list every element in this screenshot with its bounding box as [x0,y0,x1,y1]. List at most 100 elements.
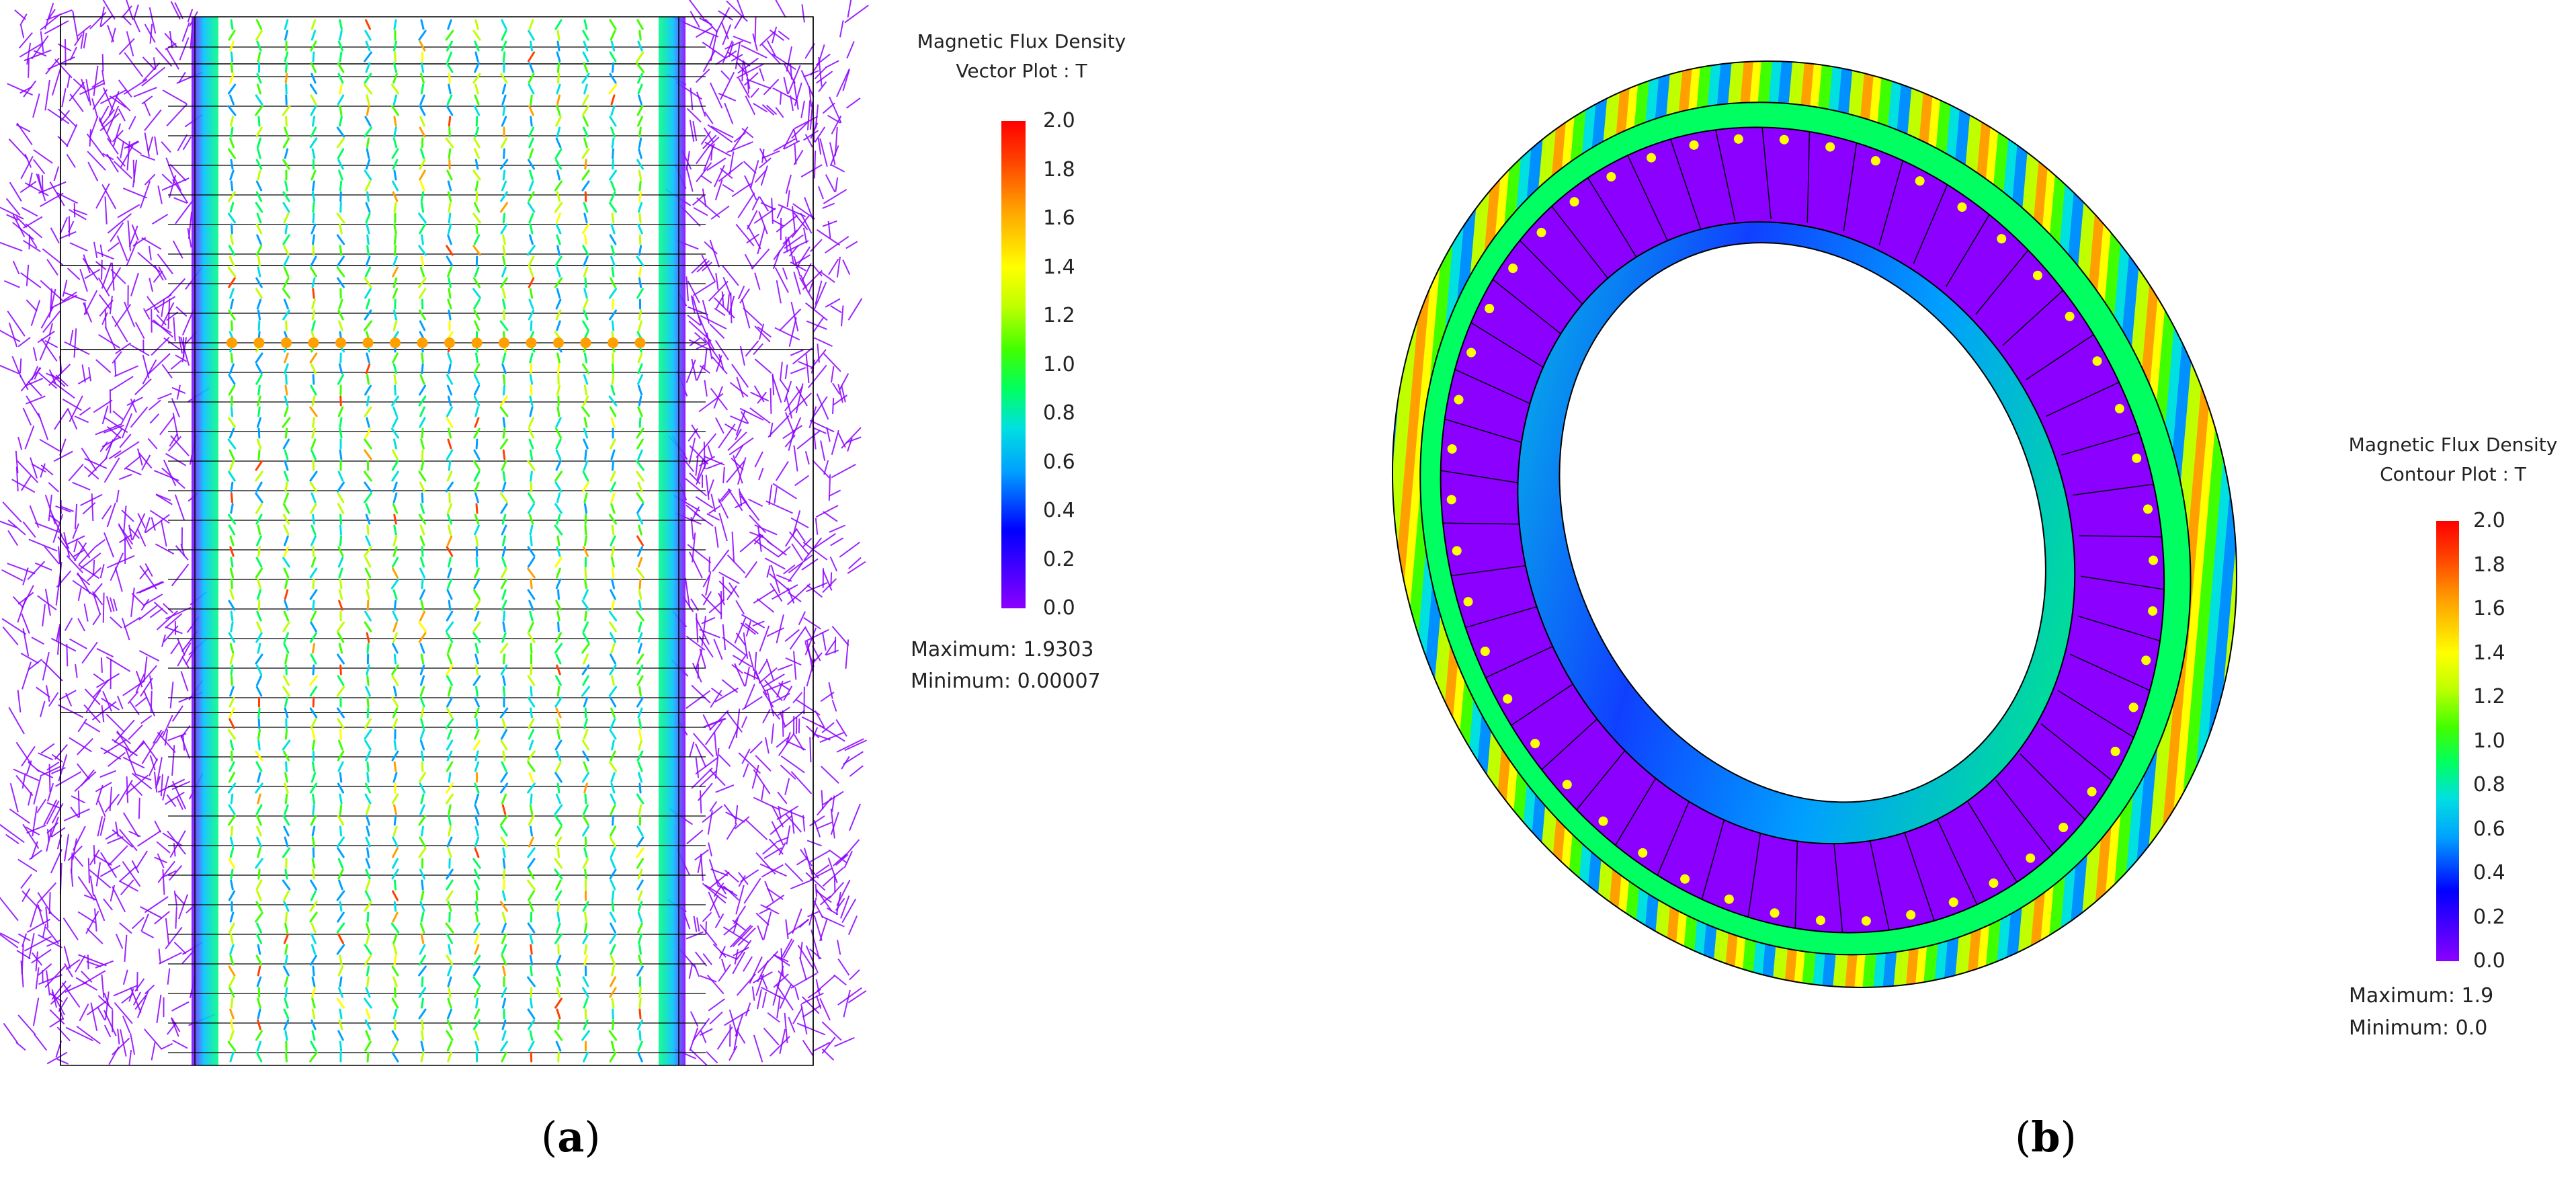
flux-hatch-stroke [704,141,731,157]
flux-hatch-stroke [83,721,101,733]
flux-vector [284,987,288,998]
flux-hatch-stroke [141,95,153,105]
flux-hatch-stroke [26,395,46,405]
flux-vector [528,148,534,159]
flux-hatch-stroke [155,47,173,67]
flux-vector [527,1008,536,1020]
flux-vector [364,782,372,794]
flux-hatch-stroke [696,259,710,273]
flux-vector [501,481,507,493]
flux-hatch-stroke [766,627,785,637]
flux-hatch-stroke [69,242,88,252]
flux-hatch-stroke [806,840,823,847]
flux-vector [610,105,616,116]
flux-vector [421,137,424,149]
flux-vector [474,643,479,654]
flux-vector [418,815,427,826]
flux-vector [528,868,535,880]
flux-vector [228,30,236,41]
flux-hatch-stroke [759,196,770,212]
flux-vector [228,804,236,815]
flux-vector [255,879,263,891]
flux-vector [556,782,560,794]
flux-vector [256,610,262,622]
flux-vector [502,449,506,460]
flux-vector [231,223,233,235]
flux-vector [310,30,317,41]
tooth-tip-flux [2059,823,2069,833]
flux-hatch-stroke [149,24,153,44]
flux-hatch-stroke [95,423,122,436]
flux-vector [336,997,345,1009]
flux-vector [229,836,235,848]
flux-vector [230,406,234,417]
flux-vector [636,514,644,525]
flux-vector [421,997,424,1009]
flux-vector [501,804,507,815]
flux-vector [337,374,345,385]
flux-vector [608,169,618,181]
flux-vector [581,686,590,697]
flux-vector [475,997,479,1009]
flux-hatch-stroke [726,0,748,22]
flux-vector [474,481,480,493]
flux-vector [229,137,235,149]
flux-hatch-stroke [700,975,717,983]
flux-vector [255,19,263,30]
flux-vector [556,987,561,998]
flux-hatch-stroke [59,231,77,239]
flux-vector [337,718,345,729]
flux-vector [310,223,317,235]
flux-vector [255,782,263,794]
flux-vector [229,1008,235,1020]
flux-hatch-stroke [144,24,156,43]
flux-vector [610,782,616,794]
flux-vector [337,546,344,557]
flux-hatch-stroke [788,317,797,347]
flux-vector [502,51,506,63]
flux-vector [530,40,533,52]
flux-vector [637,406,643,417]
flux-vector [310,363,317,374]
flux-hatch-stroke [750,160,759,188]
flux-hatch-stroke [101,259,103,280]
flux-vector [255,105,263,116]
flux-vector [528,739,534,751]
flux-vector [228,772,236,783]
flux-vector [446,51,453,63]
flux-vector [337,148,345,159]
flux-vector [446,836,453,848]
flux-vector [636,535,644,546]
flux-hatch-stroke [107,138,119,155]
flux-vector [419,105,426,116]
flux-vector [638,739,642,751]
flux-vector [419,610,426,622]
flux-vector [337,94,345,106]
flux-hatch-stroke [119,434,132,448]
flux-hatch-stroke [132,513,146,540]
flux-hatch-stroke [813,337,833,348]
flux-vector [283,277,290,288]
flux-vector [555,965,562,977]
flux-vector [474,804,480,815]
flux-vector [581,223,590,235]
flux-hatch-stroke [7,519,26,536]
flux-hatch-stroke [178,336,183,354]
flux-hatch-stroke [121,510,134,522]
flux-vector [636,288,644,299]
flux-hatch-stroke [726,554,746,574]
flux-hatch-stroke [792,651,797,680]
flux-vector [446,761,454,772]
flux-hatch-stroke [149,413,160,424]
flux-vector [284,954,288,966]
flux-vector [392,277,398,288]
flux-vector [474,729,480,740]
flux-vector [282,202,290,213]
flux-vector [472,675,481,686]
flux-vector-hotspot [608,337,618,348]
flux-vector [309,686,318,697]
flux-hatch-stroke [137,513,147,529]
flux-vector [391,997,399,1009]
flux-vector [393,901,397,912]
flux-vector [610,503,616,514]
